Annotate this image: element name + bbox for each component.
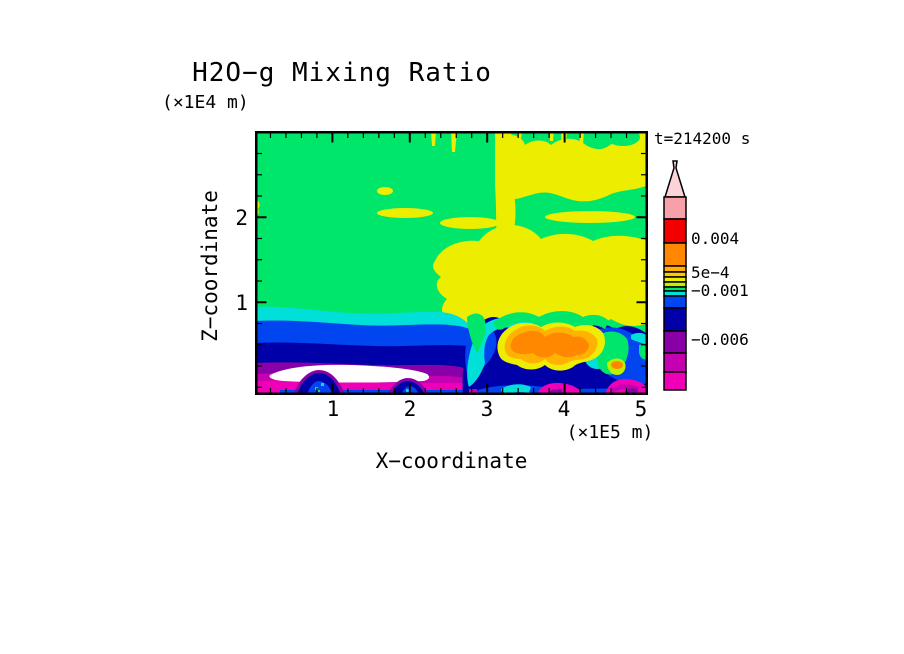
colorbar-arrow: [663, 160, 687, 198]
y-tick-label-1: 1: [235, 291, 248, 315]
page-title: H2O−g Mixing Ratio: [192, 58, 492, 88]
contour-plot: [255, 131, 648, 395]
y-axis-units-label: (×1E4 m): [162, 92, 249, 113]
colorbar-label-5e-4: 5e−4: [691, 263, 730, 282]
x-tick-label-3: 3: [480, 397, 494, 421]
contour-field: [255, 131, 648, 395]
x-axis-title: X−coordinate: [375, 449, 528, 473]
plot-frame: [255, 131, 648, 395]
y-axis-title: Z−coordinate: [198, 190, 222, 342]
colorbar: [663, 160, 687, 391]
x-axis-units-label: (×1E5 m): [566, 422, 654, 443]
colorbar-segments: [663, 196, 687, 391]
time-annotation: t=214200 s: [654, 129, 751, 148]
x-tick-label-5: 5: [634, 397, 648, 421]
x-tick-label-1: 1: [326, 397, 340, 421]
colorbar-label-0.004: 0.004: [691, 229, 740, 248]
axis-ticks: [257, 133, 646, 393]
y-tick-label-2: 2: [235, 206, 248, 230]
x-tick-label-4: 4: [557, 397, 571, 421]
colorbar-label--0.006: −0.006: [691, 330, 749, 349]
colorbar-label--0.001: −0.001: [691, 281, 749, 300]
x-tick-label-2: 2: [403, 397, 417, 421]
